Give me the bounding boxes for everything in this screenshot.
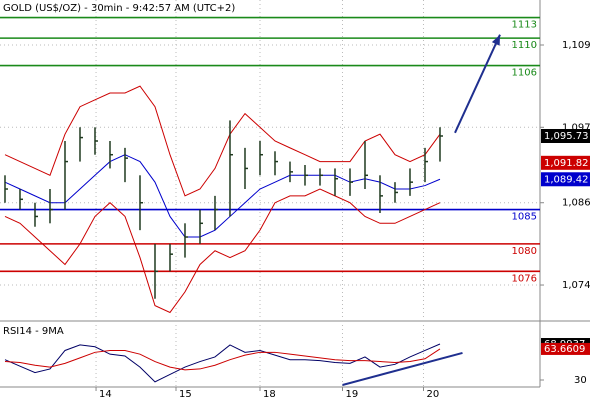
y-tick-label: 1,097: [562, 122, 590, 133]
price-label: 1,095.73: [544, 131, 589, 142]
arrow-head: [491, 34, 500, 46]
level-label: 1110: [512, 40, 537, 51]
level-label: 1076: [512, 273, 537, 284]
rsi-title: RSI14 - 9MA: [3, 326, 64, 337]
y-tick-label: 1,086: [562, 198, 590, 209]
chart-title: GOLD (US$/OZ) - 30min - 9:42:57 AM (UTC+…: [3, 3, 235, 14]
level-label: 1080: [512, 246, 537, 257]
price-label-box: [541, 128, 590, 143]
price-label-box: [541, 155, 590, 170]
rsi-line: [4, 343, 441, 383]
rsi-line: [4, 348, 441, 371]
level-label: 1106: [512, 68, 537, 79]
rsi-trend-line: [342, 351, 463, 386]
overlay-line: [4, 85, 441, 197]
price-label: 1,091.82: [544, 158, 589, 169]
overlay-line: [4, 154, 441, 238]
rsi-label: 63.6609: [544, 344, 585, 355]
x-tick-label: 15: [179, 389, 192, 400]
level-label: 1113: [512, 20, 537, 31]
rsi-label-box: [541, 342, 590, 355]
y-tick-label: 1,074: [562, 280, 590, 291]
y-tick-label: 30: [574, 375, 587, 386]
x-tick-label: 20: [426, 389, 439, 400]
x-tick-label: 19: [345, 389, 358, 400]
overlay-line: [4, 188, 441, 314]
x-tick-label: 14: [99, 389, 112, 400]
level-label: 1085: [512, 212, 537, 223]
arrow-line: [454, 34, 501, 134]
price-label-box: [541, 172, 590, 187]
y-tick-label: 1,109: [562, 40, 590, 51]
x-tick-label: 18: [263, 389, 276, 400]
price-label: 1,089.42: [544, 174, 589, 185]
